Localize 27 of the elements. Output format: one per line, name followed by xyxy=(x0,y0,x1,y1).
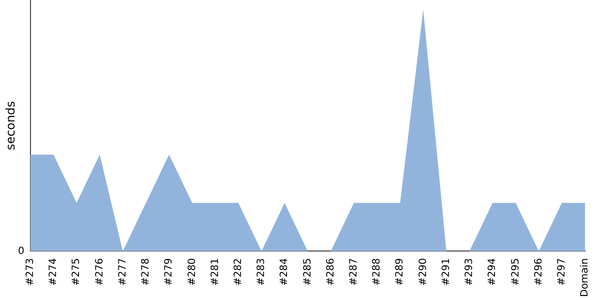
x-tick-label: #281 xyxy=(210,258,221,286)
x-tick-label: #288 xyxy=(372,258,383,286)
x-tick-label: #277 xyxy=(117,258,128,286)
x-tick-label: #273 xyxy=(24,258,36,286)
x-tick-label: #289 xyxy=(394,258,406,286)
x-tick-label: #276 xyxy=(94,258,106,286)
x-tick-label: #284 xyxy=(279,258,290,286)
x-tick-label: #278 xyxy=(140,258,152,286)
x-tick-label: #286 xyxy=(325,258,336,286)
x-tick-label: #294 xyxy=(487,258,498,286)
x-tick-label: #274 xyxy=(48,258,60,286)
x-tick-label: #291 xyxy=(440,258,452,286)
x-tick-label: #287 xyxy=(348,258,360,286)
x-tick-label: #295 xyxy=(510,258,522,286)
x-tick-label: #296 xyxy=(533,258,544,286)
x-tick-label: #293 xyxy=(464,258,476,286)
x-tick-label: #285 xyxy=(302,258,314,286)
x-tick-label: #290 xyxy=(418,258,429,286)
x-tick-label: #297 xyxy=(556,258,568,286)
y-axis-title: seconds xyxy=(3,101,18,150)
x-tick-label: Domain xyxy=(580,258,591,298)
x-tick-label: #280 xyxy=(186,258,198,286)
x-tick-label: #282 xyxy=(232,258,244,286)
x-tick-label: #275 xyxy=(71,258,82,286)
x-tick-label: #283 xyxy=(256,258,268,286)
x-tick-label: #279 xyxy=(164,258,175,286)
text: 0 xyxy=(18,246,24,257)
